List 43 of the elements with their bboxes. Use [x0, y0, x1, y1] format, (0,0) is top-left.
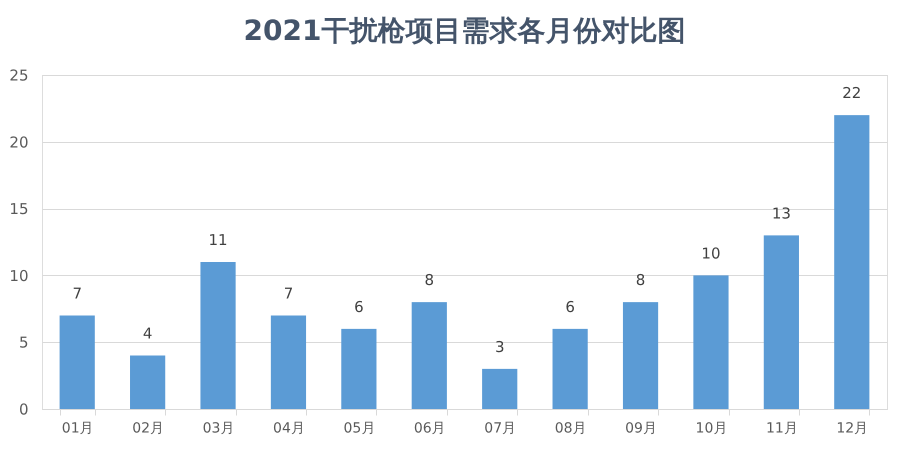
data-label: 7	[72, 284, 82, 302]
data-label: 6	[354, 298, 364, 316]
bar	[200, 262, 236, 409]
data-label: 8	[424, 271, 434, 290]
bar	[552, 328, 588, 409]
chart-title: 2021干扰枪项目需求各月份对比图	[244, 14, 686, 47]
x-tick-label: 01月	[62, 420, 94, 436]
bar	[764, 235, 799, 409]
data-label: 3	[494, 338, 504, 356]
bar	[130, 356, 166, 409]
data-label: 10	[701, 244, 721, 262]
y-tick-label: 0	[18, 400, 28, 418]
x-tick-label: 10月	[696, 420, 728, 436]
bar	[482, 368, 518, 409]
data-label: 4	[142, 324, 152, 343]
x-tick-label: 02月	[132, 420, 164, 436]
bar	[60, 315, 95, 409]
y-tick-label: 5	[18, 334, 28, 352]
bar	[341, 328, 376, 409]
bar	[270, 315, 306, 409]
data-label: 8	[636, 271, 646, 290]
data-label: 6	[565, 298, 575, 316]
x-tick-label: 05月	[343, 420, 376, 436]
x-tick-label: 06月	[414, 420, 446, 436]
x-tick-label: 09月	[625, 420, 657, 436]
x-tick-label: 04月	[273, 420, 305, 436]
bar	[693, 275, 729, 409]
bar	[412, 302, 447, 409]
x-tick-label: 03月	[202, 420, 234, 436]
y-tick-label: 15	[9, 200, 28, 218]
x-tick-label: 12月	[836, 420, 868, 436]
y-tick-label: 10	[9, 266, 28, 285]
x-tick-label: 07月	[484, 420, 516, 436]
bar	[622, 302, 658, 409]
data-label: 22	[842, 84, 862, 102]
y-tick-label: 25	[9, 66, 28, 84]
data-label: 13	[772, 204, 791, 222]
bar	[834, 115, 870, 409]
x-tick-label: 11月	[766, 420, 798, 436]
data-label: 7	[284, 284, 294, 302]
data-label: 11	[208, 231, 228, 250]
y-tick-label: 20	[9, 133, 28, 152]
x-tick-label: 08月	[554, 420, 587, 436]
